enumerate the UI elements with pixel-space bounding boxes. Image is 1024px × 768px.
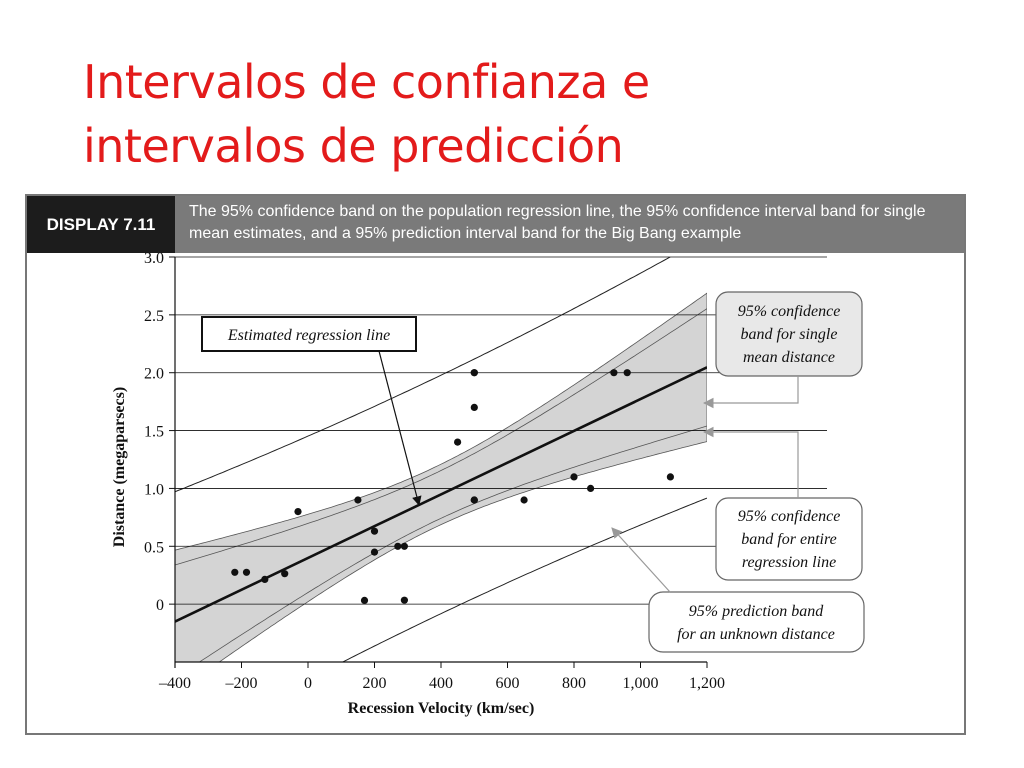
y-tick-label: 2.0: [144, 366, 164, 383]
x-tick-label: 800: [562, 675, 586, 692]
estimated-line-label: Estimated regression line: [227, 327, 390, 344]
data-point: [354, 496, 362, 504]
confidence-band-mean-upper: [175, 308, 707, 566]
x-tick-label: 600: [496, 675, 520, 692]
plot-area: [175, 257, 707, 662]
y-tick-label: 1.5: [144, 424, 164, 441]
confidence-band-regression-line: [175, 292, 707, 662]
display-label: DISPLAY 7.11: [27, 196, 175, 253]
confidence-line-label-3: regression line: [742, 554, 836, 571]
data-point: [520, 496, 528, 504]
prediction-label-1: 95% prediction band: [689, 603, 825, 620]
x-tick-label: 0: [304, 675, 312, 692]
data-point: [454, 438, 462, 446]
prediction-arrow: [611, 527, 671, 593]
x-tick-label: –400: [158, 675, 191, 692]
slide-title-line-2: intervalos de predicción: [83, 119, 624, 173]
data-point: [570, 473, 578, 481]
y-tick-label: 3.0: [144, 250, 164, 267]
data-point: [470, 403, 478, 411]
confidence-mean-arrow: [702, 376, 799, 409]
slide-title-line-1: Intervalos de confianza e: [83, 55, 650, 109]
slide-title: Intervalos de confianza e intervalos de …: [83, 50, 650, 178]
regression-chart: 0 0.5 1.0 1.5 2.0 2.5 3.0 –400 –200 0 200 400 600 800…: [111, 250, 865, 717]
data-point: [294, 508, 302, 516]
y-axis-title: Distance (megaparsecs): [111, 387, 128, 547]
data-point: [370, 527, 379, 535]
y-tick-label: 0: [156, 597, 164, 614]
confidence-line-callout: [715, 497, 863, 581]
axes: 0 0.5 1.0 1.5 2.0 2.5 3.0 –400 –200 0 200 400 600 800…: [144, 250, 827, 692]
data-point: [470, 496, 478, 504]
confidence-mean-label-3: mean distance: [743, 349, 835, 366]
confidence-mean-label-2: band for single: [741, 326, 838, 343]
confidence-band-mean-lower: [198, 425, 707, 662]
confidence-line-label-2: band for entire: [741, 531, 836, 548]
y-tick-label: 0.5: [144, 539, 164, 556]
data-point: [281, 570, 289, 578]
figure-panel: DISPLAY 7.11 The 95% confidence band on …: [25, 194, 966, 735]
x-tick-label: 400: [429, 675, 453, 692]
prediction-band-upper: [175, 257, 672, 493]
data-point: [666, 473, 675, 481]
confidence-line-arrow: [702, 426, 799, 498]
data-point: [261, 575, 269, 583]
data-point: [360, 596, 369, 604]
x-tick-label: 1,000: [623, 675, 659, 692]
confidence-mean-callout: [715, 291, 863, 377]
estimated-line-arrow: [378, 350, 422, 506]
x-tick-label: 1,200: [689, 675, 725, 692]
prediction-label-2: for an unknown distance: [677, 626, 835, 643]
x-tick-label: 200: [363, 675, 387, 692]
data-point: [400, 596, 408, 604]
estimated-regression-line: [175, 366, 707, 623]
estimated-line-box: [201, 316, 417, 352]
data-point: [242, 568, 251, 576]
prediction-callout: [648, 591, 865, 653]
y-tick-label: 1.0: [144, 481, 164, 498]
x-axis-title: Recession Velocity (km/sec): [348, 700, 535, 717]
data-points: [231, 369, 675, 604]
confidence-mean-label-1: 95% confidence: [738, 303, 841, 320]
confidence-line-label-1: 95% confidence: [738, 508, 841, 525]
y-tick-label: 2.5: [144, 308, 164, 325]
x-tick-label: –200: [225, 675, 258, 692]
data-point: [231, 568, 239, 576]
display-caption: The 95% confidence band on the populatio…: [175, 196, 964, 253]
data-point: [370, 548, 379, 556]
